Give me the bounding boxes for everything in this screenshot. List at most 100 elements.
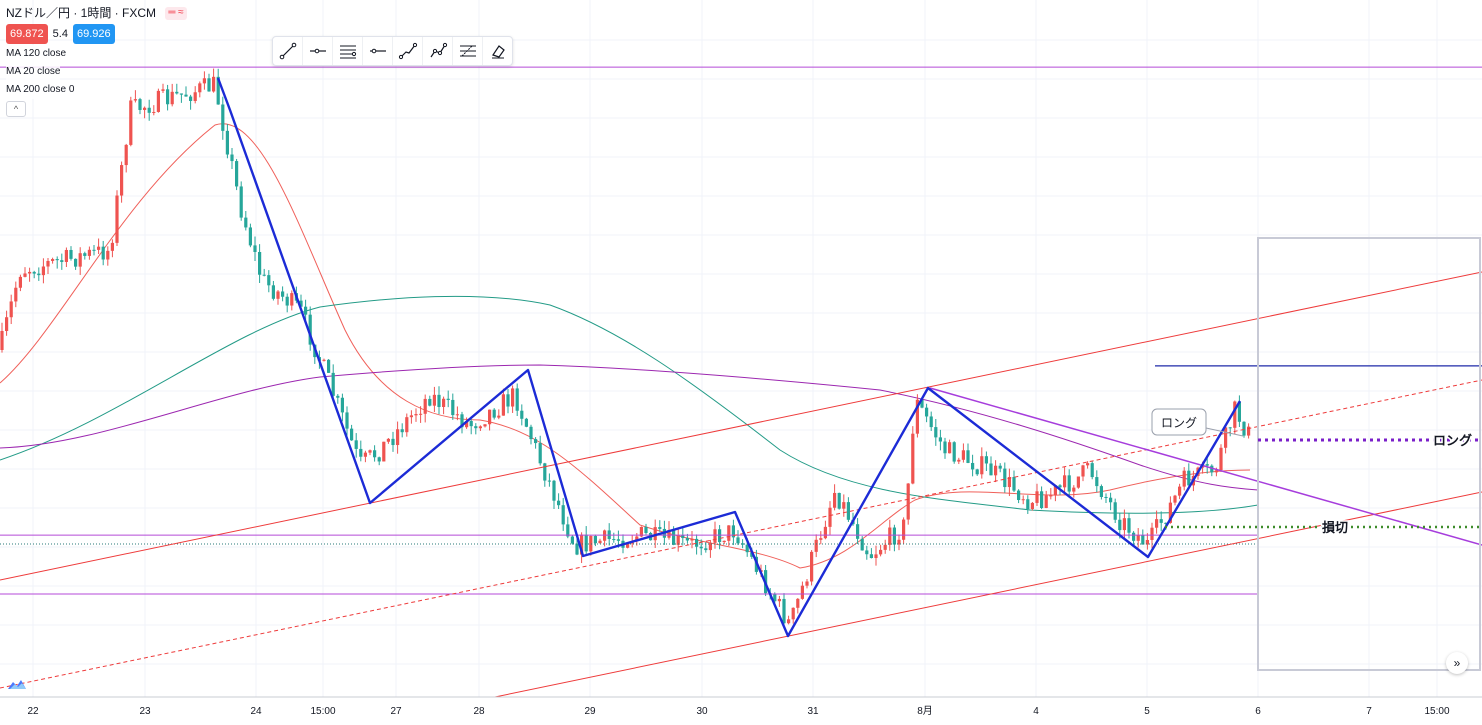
candle: [1090, 460, 1094, 480]
candle: [741, 539, 745, 549]
scroll-to-realtime-button[interactable]: »: [1446, 652, 1468, 674]
horizontal-line-icon[interactable]: [363, 37, 393, 65]
eraser-icon[interactable]: [483, 37, 512, 65]
collapse-legend-button[interactable]: ^: [6, 101, 26, 117]
candle: [865, 545, 869, 560]
candle-body: [1233, 401, 1237, 428]
candle-body: [915, 399, 919, 434]
horizontal-ray-icon[interactable]: [303, 37, 333, 65]
candle-body: [1081, 465, 1085, 477]
candle: [409, 410, 413, 424]
candle: [1049, 488, 1053, 500]
candle-body: [782, 598, 786, 624]
candle: [814, 534, 818, 558]
candle-body: [1099, 486, 1103, 497]
candle-body: [271, 285, 275, 299]
candle-body: [902, 519, 906, 540]
candle-body: [938, 437, 942, 442]
trend-line-icon[interactable]: [273, 37, 303, 65]
symbol-title[interactable]: NZドル／円 · 1時間 · FXCM: [6, 6, 156, 20]
candle-body: [874, 554, 878, 559]
candle: [460, 411, 464, 434]
candle: [1228, 427, 1232, 437]
elliott-wave-path[interactable]: [216, 77, 1242, 638]
indicator-ma20[interactable]: MA 20 close: [6, 63, 61, 81]
candle-body: [626, 543, 630, 548]
tradingview-logo-icon[interactable]: [6, 674, 28, 694]
candle: [943, 437, 947, 459]
candle-body: [83, 253, 87, 256]
candle-body: [69, 249, 73, 259]
ask-price[interactable]: 69.926: [72, 24, 115, 44]
candle: [1145, 533, 1149, 550]
candle-body: [41, 266, 45, 276]
candle-body: [193, 92, 197, 101]
candle: [557, 493, 561, 510]
candle: [138, 97, 142, 115]
indicator-ma200[interactable]: MA 200 close 0: [6, 81, 75, 99]
candle: [529, 424, 533, 445]
projection-box[interactable]: [1257, 237, 1481, 671]
candle: [281, 286, 285, 302]
candle: [382, 441, 386, 462]
candle: [897, 534, 901, 551]
candle: [267, 270, 271, 293]
candle: [856, 518, 860, 545]
candle: [1187, 463, 1191, 486]
candle: [791, 607, 795, 624]
candle-body: [1132, 532, 1136, 541]
candle-body: [161, 89, 165, 91]
parallel-channel-icon[interactable]: [333, 37, 363, 65]
candle: [110, 239, 114, 258]
candle-body: [745, 544, 749, 553]
compare-toggle-icon[interactable]: ═ ≈: [165, 6, 187, 20]
candle: [147, 99, 151, 121]
indicator-ma120[interactable]: MA 120 close: [6, 45, 67, 63]
candle: [331, 364, 335, 398]
candle-body: [1145, 539, 1149, 545]
candle-body: [736, 537, 740, 544]
candle: [469, 418, 473, 435]
fib-icon[interactable]: [453, 37, 483, 65]
candle-body: [823, 526, 827, 539]
candle-body: [787, 619, 791, 624]
candle: [695, 534, 699, 555]
path-icon[interactable]: [393, 37, 423, 65]
candle-body: [598, 540, 602, 544]
descending-trend-line[interactable]: [929, 387, 1482, 546]
candle-body: [474, 426, 478, 429]
candle-body: [888, 527, 892, 545]
candle-body: [308, 314, 312, 345]
candle: [961, 443, 965, 463]
candle-body: [170, 91, 174, 105]
polyline-icon[interactable]: [423, 37, 453, 65]
bid-price[interactable]: 69.872: [6, 24, 48, 44]
channel-upper-line[interactable]: [0, 271, 1482, 581]
candle-body: [994, 465, 998, 476]
time-axis[interactable]: 22 23 24 15:00 27 28 29 30 31 8月 4 5 6 7 15:00: [0, 696, 1482, 717]
channel-mid-line[interactable]: [0, 379, 1482, 689]
candle: [1063, 467, 1067, 494]
channel-lower-line[interactable]: [494, 491, 1482, 698]
candle: [87, 246, 91, 260]
candle-body: [299, 300, 303, 307]
candle-body: [819, 538, 823, 540]
candle: [488, 409, 492, 431]
x-tick-label: 30: [696, 706, 708, 717]
candle-body: [515, 388, 519, 411]
candle: [612, 532, 616, 543]
candle: [906, 483, 910, 525]
candle: [805, 579, 809, 589]
candle: [60, 253, 64, 270]
stop-loss-label[interactable]: 損切: [1320, 519, 1349, 538]
long-label[interactable]: ロング: [1431, 432, 1473, 451]
candle: [1210, 464, 1214, 477]
candle: [143, 106, 147, 119]
candle-body: [1040, 491, 1044, 509]
candle: [363, 450, 367, 463]
candle: [230, 147, 234, 170]
candle-body: [971, 462, 975, 470]
long-callout[interactable]: ロング: [1151, 408, 1244, 437]
